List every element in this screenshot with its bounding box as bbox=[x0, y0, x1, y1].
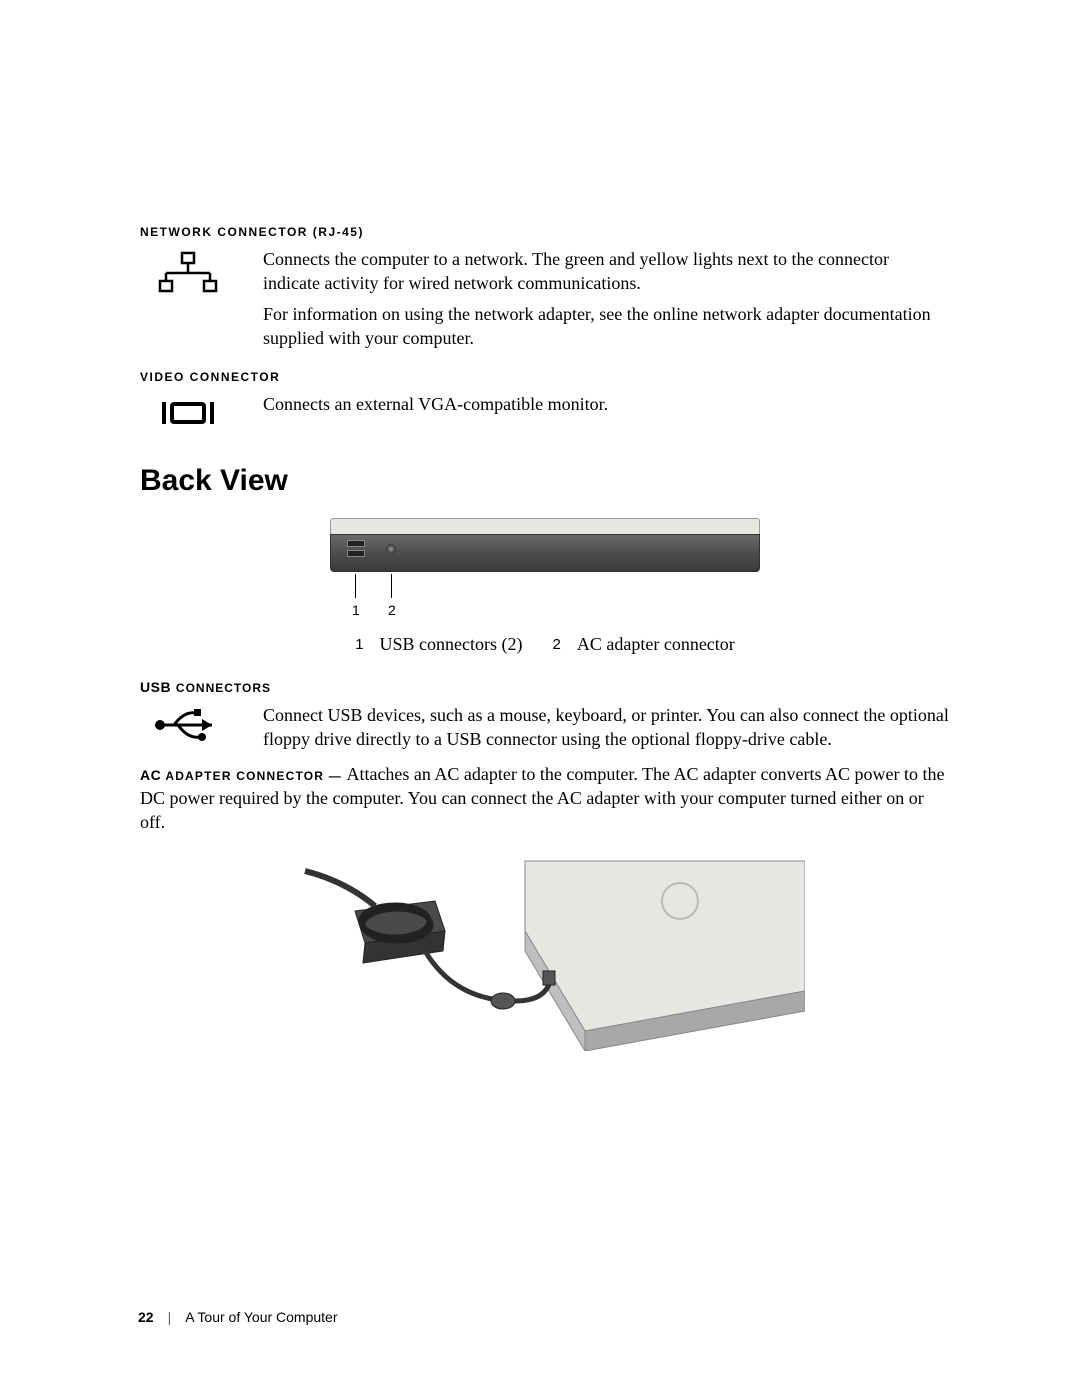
back-view-heading: Back View bbox=[140, 464, 950, 498]
video-connector-label: VIDEO CONNECTOR bbox=[140, 370, 950, 384]
footer-title: A Tour of Your Computer bbox=[185, 1309, 337, 1325]
network-icon bbox=[140, 247, 235, 299]
network-connector-label-text: NETWORK CONNECTOR (RJ-45) bbox=[140, 225, 364, 239]
callout-1: 1 bbox=[352, 602, 360, 618]
page-footer: 22 | A Tour of Your Computer bbox=[138, 1309, 338, 1325]
legend-num-1: 1 bbox=[355, 634, 363, 655]
network-para-2: For information on using the network ada… bbox=[263, 302, 950, 351]
video-para: Connects an external VGA-compatible moni… bbox=[263, 392, 950, 416]
network-para-1: Connects the computer to a network. The … bbox=[263, 247, 950, 296]
video-connector-label-text: VIDEO CONNECTOR bbox=[140, 370, 280, 384]
ac-label-rest: ADAPTER CONNECTOR — bbox=[161, 769, 346, 783]
page-number: 22 bbox=[138, 1309, 154, 1325]
ac-label-first: AC bbox=[140, 767, 161, 783]
ac-adapter-figure bbox=[140, 851, 950, 1051]
video-icon bbox=[140, 392, 235, 430]
usb-icon bbox=[140, 703, 235, 743]
usb-connectors-label: USB CONNECTORS bbox=[140, 679, 950, 695]
legend-row: 1 USB connectors (2) 2 AC adapter connec… bbox=[140, 634, 950, 655]
laptop-back-illustration bbox=[330, 518, 760, 578]
ac-adapter-section: AC ADAPTER CONNECTOR — Attaches an AC ad… bbox=[140, 762, 950, 835]
footer-divider: | bbox=[168, 1309, 172, 1325]
legend-num-2: 2 bbox=[553, 634, 561, 655]
legend-text-2: AC adapter connector bbox=[577, 634, 735, 655]
usb-para: Connect USB devices, such as a mouse, ke… bbox=[263, 703, 950, 752]
back-view-figure: 1 2 bbox=[140, 518, 950, 614]
network-connector-label: NETWORK CONNECTOR (RJ-45) bbox=[140, 225, 950, 239]
callout-2: 2 bbox=[388, 602, 396, 618]
legend-text-1: USB connectors (2) bbox=[380, 634, 523, 655]
